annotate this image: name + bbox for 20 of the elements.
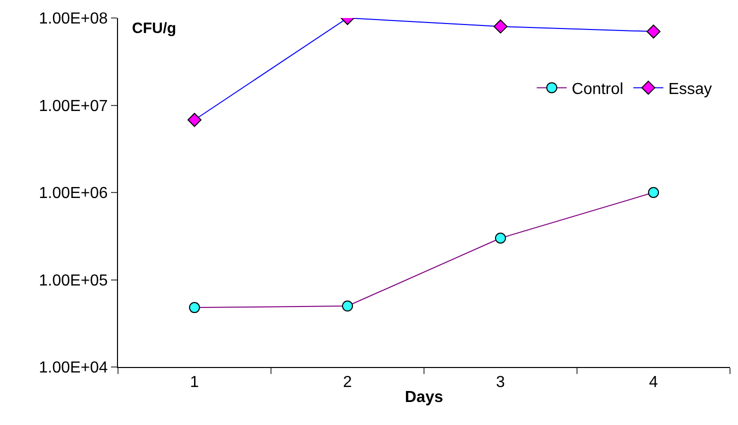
x-tick-label: 1	[190, 374, 200, 392]
x-tick-label: 4	[649, 374, 658, 392]
y-tick-label: 1.00E+06	[38, 185, 108, 202]
point	[189, 302, 200, 314]
point	[494, 19, 508, 34]
point	[495, 232, 506, 244]
x-tick-label: 3	[496, 374, 506, 392]
y-tick-label: 1.00E+08	[38, 10, 108, 28]
x-axis-title: Days	[404, 388, 444, 406]
point	[646, 24, 660, 39]
y-axis-title: CFU/g	[132, 20, 176, 37]
y-tick-label: 1.00E+04	[38, 360, 108, 377]
point	[648, 187, 659, 198]
legend-label: Essay	[668, 80, 712, 98]
x-tick-label: 2	[343, 374, 352, 392]
y-tick-label: 1.00E+05	[38, 272, 108, 290]
y-tick-label: 1.00E+07	[38, 98, 108, 115]
point	[188, 112, 202, 127]
legend-label: Control	[572, 80, 624, 98]
point	[342, 300, 353, 312]
